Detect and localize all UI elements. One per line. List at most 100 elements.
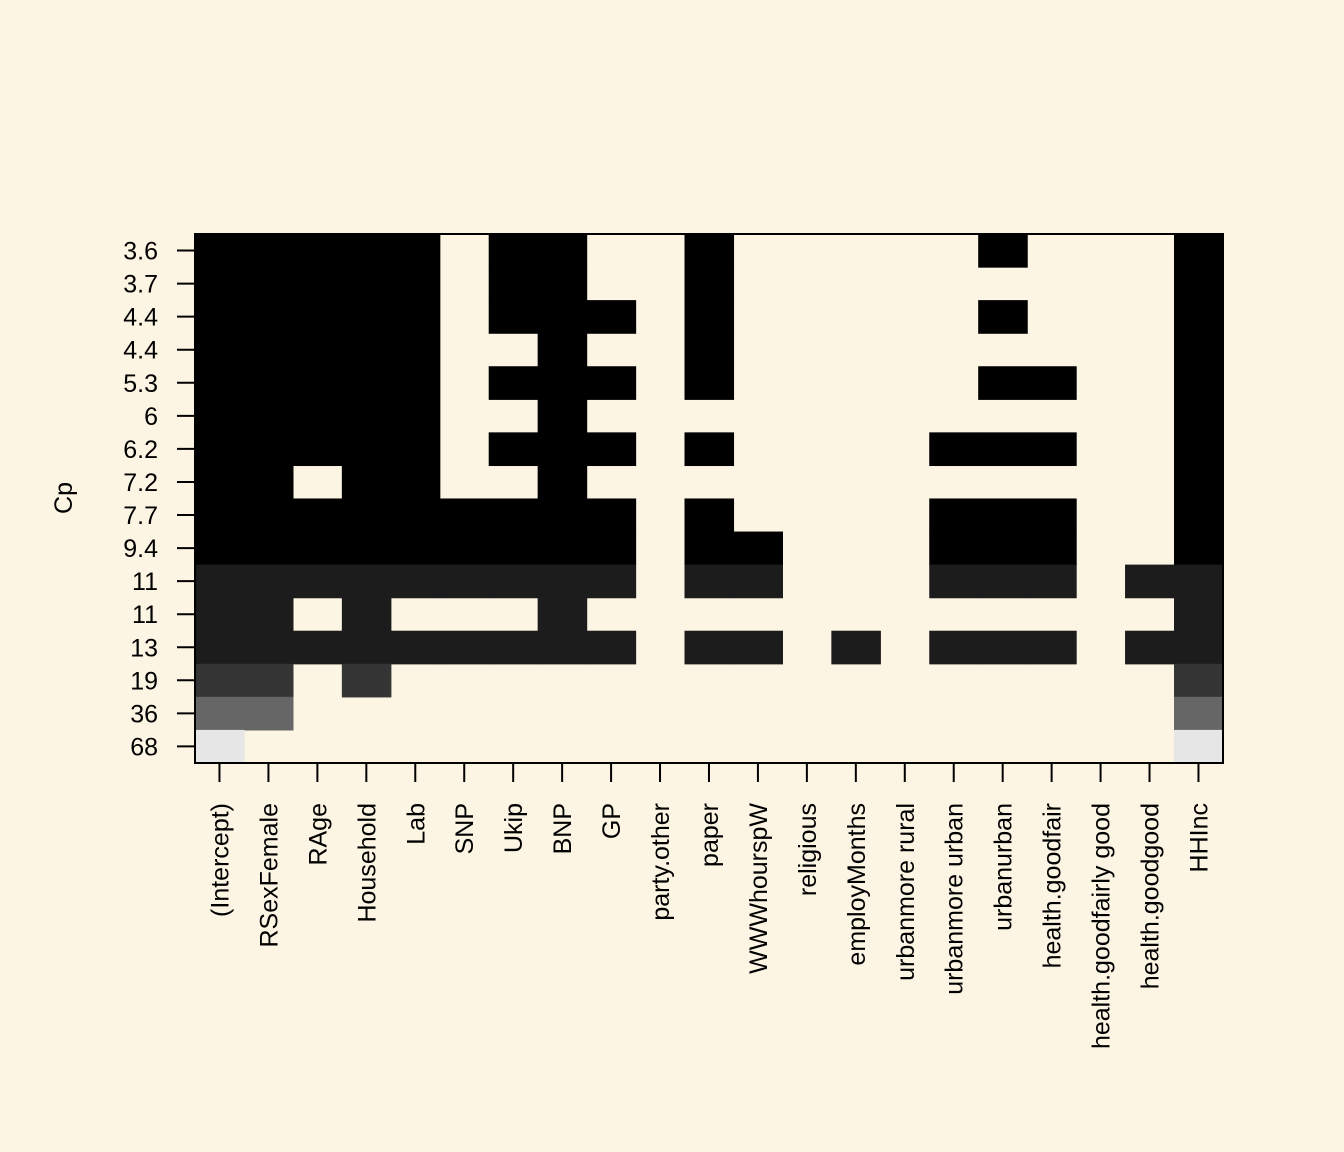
heatmap-cell — [195, 300, 245, 334]
heatmap-cell — [1027, 630, 1077, 665]
y-tick-label: 6.2 — [123, 436, 158, 464]
heatmap-cell — [195, 234, 245, 268]
heatmap-cell — [1125, 564, 1175, 599]
y-tick-label: 13 — [130, 634, 158, 662]
heatmap-cell — [243, 663, 294, 698]
heatmap-cell — [292, 333, 343, 367]
heatmap-cell — [195, 333, 245, 367]
heatmap-cell — [341, 531, 392, 566]
heatmap-cell — [929, 564, 979, 599]
heatmap-cell — [684, 498, 735, 533]
heatmap-cell — [978, 432, 1028, 467]
x-tick-label: employMonths — [843, 803, 871, 966]
y-tick-label: 9.4 — [123, 535, 158, 563]
heatmap-cell — [195, 696, 245, 731]
heatmap-cell — [586, 630, 637, 665]
heatmap-cell — [243, 630, 294, 665]
heatmap-cell — [341, 234, 392, 268]
x-tick-label: paper — [696, 803, 724, 867]
heatmap-cell — [1174, 333, 1224, 367]
heatmap-cell — [1174, 564, 1224, 599]
heatmap-cell — [1174, 465, 1224, 500]
heatmap-cell — [537, 564, 588, 599]
y-tick-label: 11 — [132, 568, 158, 596]
heatmap-cell — [195, 498, 245, 533]
heatmap-cell — [586, 564, 637, 599]
heatmap-cell — [1174, 531, 1224, 566]
heatmap-cell — [243, 300, 294, 334]
heatmap-cell — [488, 531, 539, 566]
heatmap-cell — [439, 630, 490, 665]
heatmap-cell — [488, 267, 539, 301]
heatmap-cell — [292, 630, 343, 665]
heatmap-cell — [1174, 267, 1224, 301]
heatmap-cell — [537, 630, 588, 665]
heatmap-cell — [929, 630, 979, 665]
heatmap-cell — [1027, 531, 1077, 566]
heatmap-cell — [733, 531, 783, 566]
heatmap-cell — [488, 564, 539, 599]
heatmap-cell — [195, 531, 245, 566]
heatmap-cell — [537, 597, 588, 632]
x-tick-label: urbanurban — [990, 803, 1018, 931]
heatmap-cell — [1027, 564, 1077, 599]
x-axis: (Intercept) RSexFemale RAge Household Lab SNP… — [206, 763, 1213, 1049]
y-tick-label: 4.4 — [123, 304, 158, 332]
heatmap-cell — [390, 267, 441, 301]
heatmap-cell — [341, 333, 392, 367]
heatmap-cell — [243, 696, 294, 731]
x-tick-label: HHInc — [1185, 803, 1213, 872]
heatmap-cell — [341, 597, 392, 632]
heatmap-cell — [586, 300, 637, 334]
heatmap-cell — [537, 234, 588, 268]
heatmap-cell — [537, 366, 588, 400]
heatmap-cell — [488, 366, 539, 400]
x-tick-label: health.goodgood — [1137, 803, 1165, 989]
heatmap-cell — [243, 234, 294, 268]
x-tick-label: party.other — [647, 803, 675, 921]
heatmap-cell — [1125, 630, 1175, 665]
y-tick-label: 19 — [130, 667, 158, 695]
heatmap-cell — [586, 498, 637, 533]
heatmap-cell — [439, 498, 490, 533]
heatmap-cell — [195, 399, 245, 433]
heatmap-cell — [684, 300, 735, 334]
heatmap-cell — [684, 333, 735, 367]
heatmap-cell — [195, 465, 245, 500]
heatmap-cell — [1174, 597, 1224, 632]
x-tick-label: BNP — [549, 803, 577, 854]
heatmap-cell — [341, 663, 392, 698]
heatmap-cell — [586, 531, 637, 566]
heatmap-cell — [684, 564, 735, 599]
y-tick-label: 6 — [144, 403, 158, 431]
heatmap-cell — [292, 267, 343, 301]
heatmap-cell — [537, 300, 588, 334]
heatmap-cell — [488, 234, 539, 268]
y-tick-label: 7.7 — [123, 502, 158, 530]
x-tick-label: Ukip — [500, 803, 528, 853]
heatmap-cell — [978, 630, 1028, 665]
heatmap-cell — [341, 366, 392, 400]
heatmap-cells — [195, 234, 1224, 764]
heatmap-cell — [978, 531, 1028, 566]
heatmap-cell — [978, 234, 1028, 268]
heatmap-cell — [243, 267, 294, 301]
heatmap-cell — [390, 498, 441, 533]
heatmap-cell — [439, 531, 490, 566]
heatmap-cell — [341, 399, 392, 433]
heatmap-cell — [488, 432, 539, 467]
y-tick-label: 11 — [132, 601, 158, 629]
heatmap-cell — [341, 564, 392, 599]
heatmap-cell — [537, 399, 588, 433]
x-tick-label: (Intercept) — [206, 803, 234, 917]
heatmap-cell — [390, 465, 441, 500]
heatmap-cell — [537, 267, 588, 301]
heatmap-cell — [195, 729, 245, 764]
heatmap-cell — [1027, 366, 1077, 400]
heatmap-cell — [684, 366, 735, 400]
heatmap-cell — [1174, 630, 1224, 665]
heatmap-cell — [1174, 300, 1224, 334]
x-tick-label: urbanmore urban — [941, 803, 969, 995]
heatmap-cell — [978, 498, 1028, 533]
